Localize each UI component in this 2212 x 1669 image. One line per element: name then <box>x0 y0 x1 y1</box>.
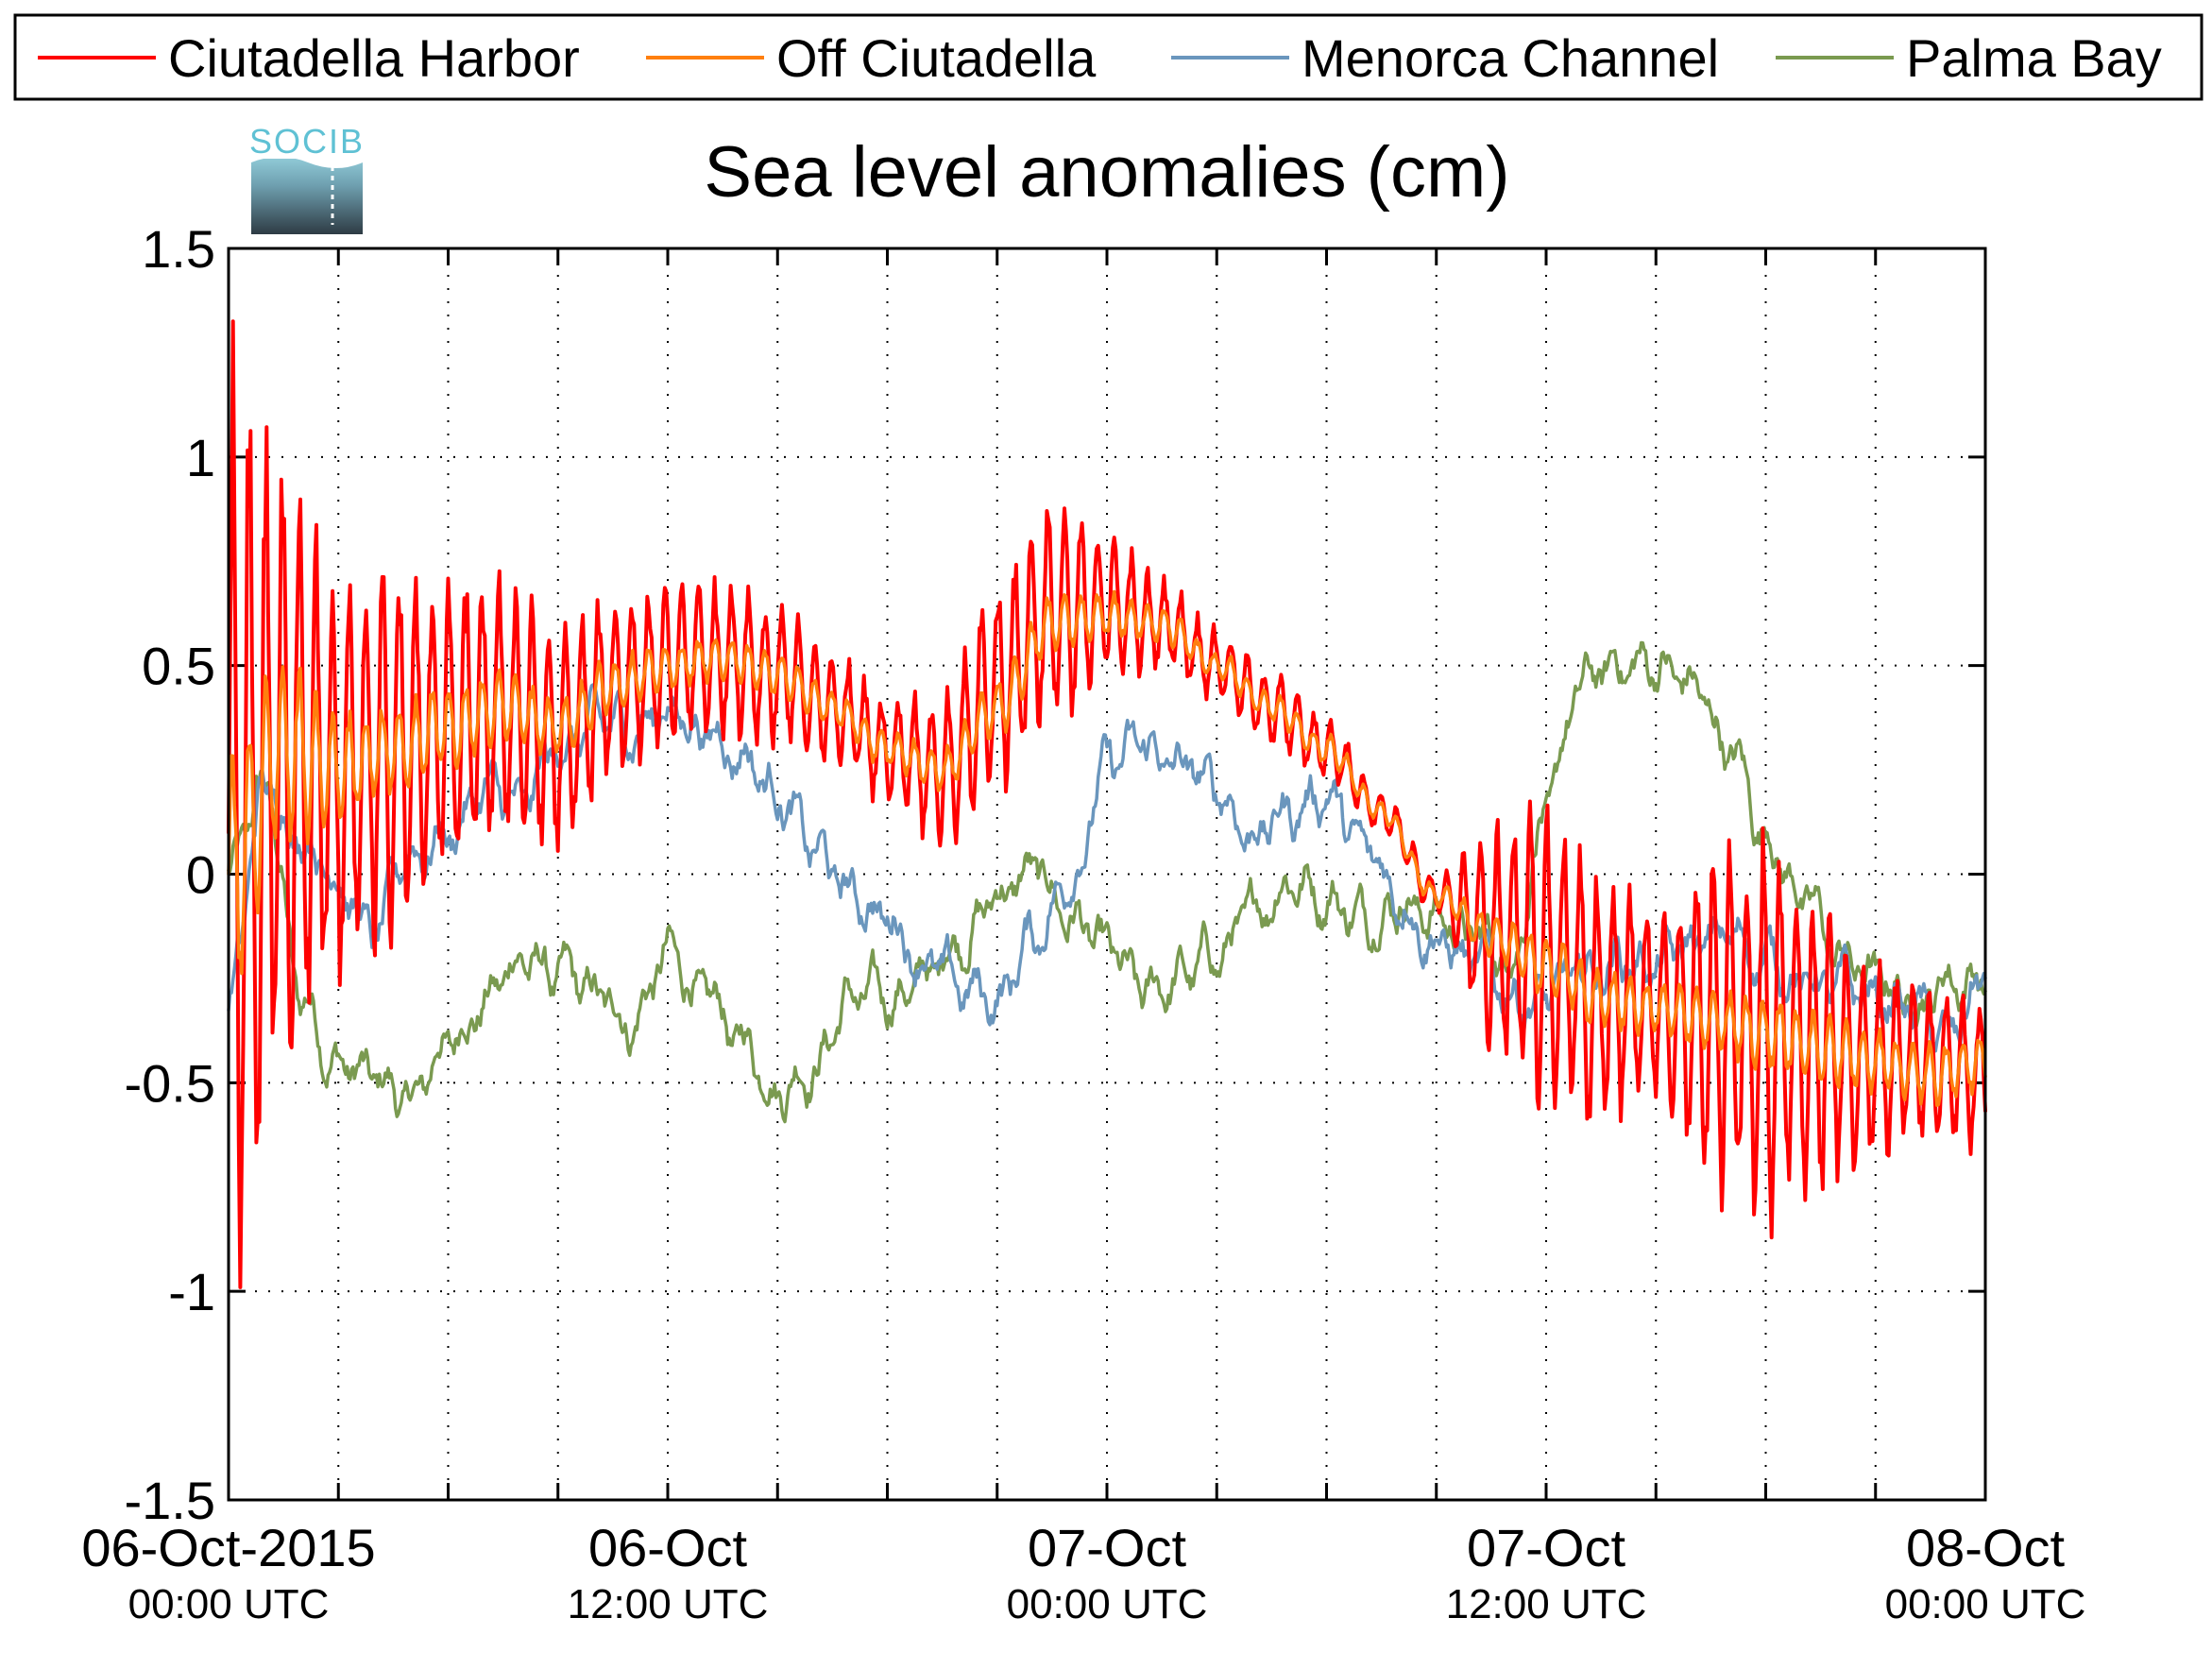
socib-logo-icon: SOCIB <box>249 122 365 234</box>
y-tick-label: -1 <box>168 1262 215 1321</box>
series-line-palma-bay <box>227 640 1987 1124</box>
y-tick-label: -0.5 <box>125 1053 216 1113</box>
chart-title: Sea level anomalies (cm) <box>704 132 1509 213</box>
x-tick-label-time: 00:00 UTC <box>128 1581 330 1627</box>
x-tick-label-time: 12:00 UTC <box>1446 1581 1647 1627</box>
x-tick-label-time: 00:00 UTC <box>1007 1581 1208 1627</box>
series-line-off-ciutadella <box>227 589 1987 1107</box>
y-tick-label: -1.5 <box>125 1471 216 1530</box>
grid <box>229 248 1985 1500</box>
y-tick-label: 1.5 <box>142 219 215 279</box>
x-tick-label-date: 07-Oct <box>1467 1518 1625 1577</box>
legend-label: Off Ciutadella <box>776 28 1097 88</box>
y-tick-label: 0.5 <box>142 637 215 696</box>
legend-items: Ciutadella Harbor Off Ciutadella Menorca C… <box>38 28 2162 88</box>
y-tick-label: 0 <box>186 845 215 905</box>
legend-label: Palma Bay <box>1906 28 2162 88</box>
x-tick-label-date: 06-Oct-2015 <box>81 1518 375 1577</box>
y-tick-label: 1 <box>186 428 215 487</box>
legend-label: Ciutadella Harbor <box>168 28 580 88</box>
plot-frame <box>227 247 1987 1502</box>
x-tick-label-time: 00:00 UTC <box>1885 1581 2086 1627</box>
legend: Ciutadella Harbor Off Ciutadella Menorca C… <box>13 13 2203 101</box>
logo-text: SOCIB <box>249 122 365 161</box>
series-layer <box>227 319 1987 1289</box>
x-tick-label-time: 12:00 UTC <box>568 1581 769 1627</box>
x-tick-label-date: 07-Oct <box>1028 1518 1186 1577</box>
x-tick-label-date: 06-Oct <box>588 1518 747 1577</box>
y-axis-labels: 1.5 1 0.5 0 -0.5 -1 -1.5 <box>125 219 216 1530</box>
x-tick-label-date: 08-Oct <box>1906 1518 2065 1577</box>
legend-label: Menorca Channel <box>1302 28 1719 88</box>
